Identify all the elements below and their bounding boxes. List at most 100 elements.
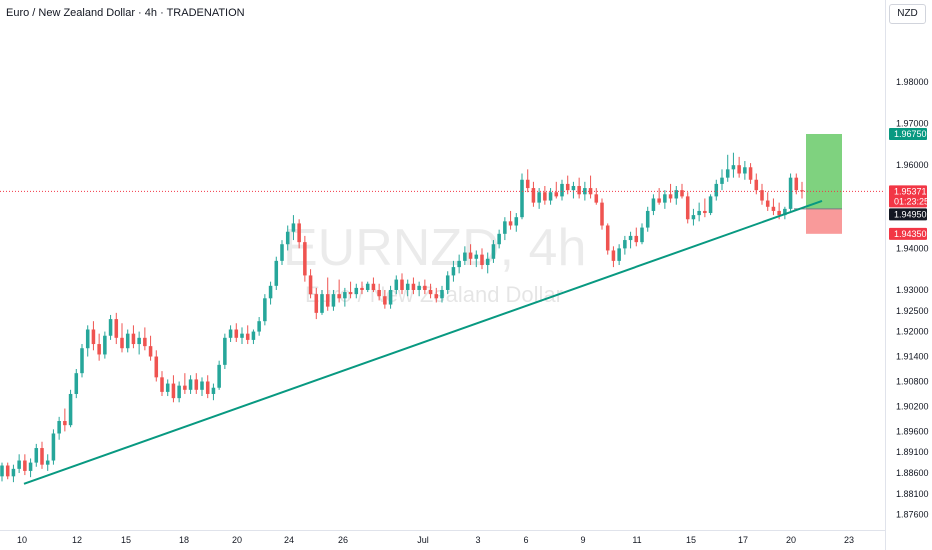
- price-tick-label: 1.90200: [896, 401, 929, 411]
- candle-body: [571, 185, 576, 191]
- currency-button[interactable]: NZD: [889, 4, 926, 24]
- candle: [343, 287, 347, 307]
- candle: [11, 464, 16, 483]
- candle-body: [743, 167, 747, 174]
- candle: [440, 285, 444, 303]
- candle-body: [245, 333, 250, 340]
- candle: [474, 250, 479, 268]
- candle: [457, 254, 461, 274]
- candle: [234, 323, 239, 342]
- candle-body: [388, 289, 393, 305]
- candle: [80, 344, 84, 378]
- candle: [303, 235, 307, 282]
- candle: [160, 371, 164, 397]
- candle-body: [771, 206, 776, 211]
- candle-body: [691, 215, 696, 220]
- candle-body: [565, 183, 570, 191]
- candle: [417, 281, 421, 297]
- candle-body: [251, 331, 256, 340]
- candle-body: [474, 254, 479, 259]
- candle-body: [17, 460, 21, 469]
- watermark-name: Euro / New Zealand Dollar: [305, 282, 563, 307]
- candle-body: [611, 250, 616, 261]
- candle-body: [628, 235, 633, 241]
- candle-body: [605, 225, 610, 251]
- candle: [480, 248, 484, 270]
- candle: [537, 188, 541, 209]
- candle: [663, 190, 667, 209]
- candle-body: [291, 223, 296, 232]
- candle-body: [451, 267, 456, 276]
- candle-body: [468, 252, 473, 259]
- time-tick-label: 20: [786, 535, 796, 545]
- candle: [371, 277, 376, 293]
- candle: [314, 287, 319, 320]
- candle-body: [788, 177, 793, 209]
- candle: [571, 181, 576, 199]
- time-tick-label: 23: [844, 535, 854, 545]
- candle-body: [503, 221, 507, 234]
- candle: [200, 377, 204, 397]
- candle: [543, 185, 547, 205]
- candle: [34, 443, 39, 467]
- candle-body: [645, 210, 650, 228]
- current-price-tag-bg: [889, 185, 927, 208]
- candle: [463, 246, 467, 266]
- candle: [97, 333, 101, 361]
- candle-body: [783, 208, 787, 216]
- candle-body: [754, 179, 759, 191]
- candle-body: [623, 240, 627, 249]
- candle-body: [80, 348, 84, 374]
- candle-body: [257, 321, 261, 332]
- candle: [57, 416, 61, 440]
- time-tick-label: 24: [284, 535, 294, 545]
- candle: [411, 277, 416, 295]
- candle: [577, 177, 581, 199]
- time-axis[interactable]: 10 12 15 18 20 24 26 Jul 3 6 9 11 15 17 20 23: [0, 530, 885, 546]
- candle: [211, 383, 216, 401]
- candle-body: [200, 381, 204, 390]
- candle-body: [143, 337, 147, 347]
- candle-body: [383, 296, 387, 305]
- candle: [285, 225, 290, 251]
- candle: [325, 277, 330, 311]
- candle: [674, 185, 679, 205]
- candle: [354, 283, 359, 299]
- candle: [720, 169, 724, 191]
- candle-body: [617, 248, 621, 261]
- candle-body: [171, 383, 176, 399]
- candle-body: [514, 217, 519, 226]
- candle: [291, 215, 296, 241]
- candle: [388, 285, 393, 309]
- candle: [583, 181, 587, 201]
- candle-body: [360, 287, 364, 290]
- candle: [731, 152, 736, 178]
- candle: [628, 231, 633, 249]
- candle-body: [680, 190, 684, 197]
- long-position-tool[interactable]: [794, 133, 842, 234]
- candle-body: [51, 433, 56, 461]
- candle: [51, 429, 56, 465]
- candle-body: [674, 190, 679, 199]
- candle: [360, 281, 364, 295]
- candle: [497, 229, 501, 249]
- candle-body: [377, 289, 381, 297]
- candle-body: [297, 223, 301, 243]
- candle: [434, 287, 439, 303]
- candle-body: [371, 283, 376, 290]
- candle: [600, 198, 604, 230]
- candle: [788, 173, 793, 211]
- watermark-symbol: EURNZD, 4h: [283, 219, 586, 277]
- price-axis[interactable]: 1.98000 1.97000 1.96000 1.94000 1.93000 1.925…: [885, 0, 929, 550]
- candle-body: [348, 292, 353, 295]
- candle-body: [440, 289, 444, 299]
- candle: [617, 244, 621, 266]
- candle: [743, 161, 747, 180]
- candle: [800, 181, 804, 199]
- time-tick-label: 6: [523, 535, 528, 545]
- candle: [337, 279, 341, 303]
- candle-body: [11, 468, 16, 477]
- candle: [588, 175, 593, 199]
- price-tick-label: 1.88600: [896, 468, 929, 478]
